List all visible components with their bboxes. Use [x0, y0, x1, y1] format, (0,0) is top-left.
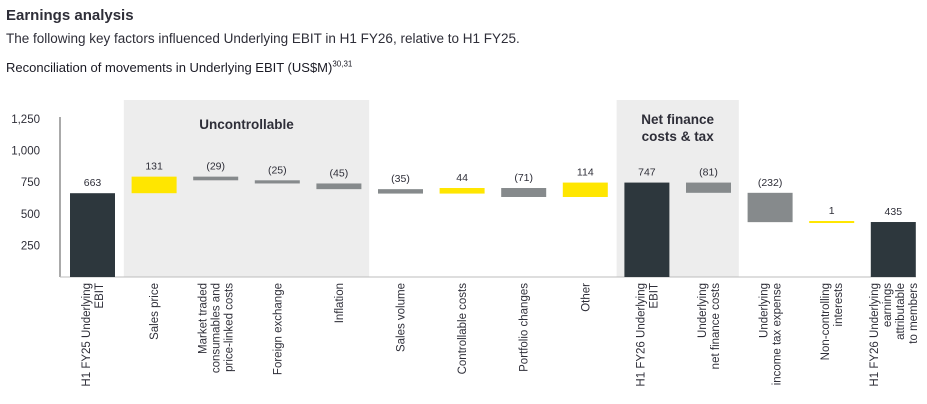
y-tick-label: 250: [21, 240, 40, 252]
category-label-line: to members: [908, 283, 920, 344]
waterfall-bar: [439, 188, 485, 194]
category-label-line: Portfolio changes: [519, 283, 531, 372]
bar-value-label: 44: [456, 172, 468, 184]
category-label-line: income tax expense: [772, 283, 784, 385]
category-label-line: net finance costs: [710, 283, 722, 370]
category-label-line: Non-controlling: [820, 283, 832, 360]
category-label: Foreign exchange: [272, 283, 284, 375]
waterfall-bar: [193, 176, 239, 181]
category-label: H1 FY26 UnderlyingEBIT: [635, 283, 660, 387]
waterfall-bar: [378, 189, 423, 194]
category-label-line: H1 FY26 Underlying: [869, 283, 881, 387]
category-label-line: EBIT: [94, 283, 106, 309]
category-label-line: Other: [580, 283, 592, 312]
bar-value-label: 663: [84, 177, 102, 189]
waterfall-bar: [562, 182, 608, 197]
y-tick-label: 1,000: [11, 146, 40, 158]
category-label: Sales price: [149, 283, 161, 340]
band-label: costs & tax: [642, 129, 715, 144]
category-label-line: earnings: [882, 283, 894, 327]
chart-title-footnote: 30,31: [332, 59, 353, 69]
category-label: Controllable costs: [457, 283, 469, 375]
category-label: H1 FY26 Underlyingearningsattributableto…: [869, 283, 920, 387]
category-label-line: Foreign exchange: [272, 283, 284, 375]
waterfall-bar: [316, 183, 362, 190]
y-tick-label: 750: [21, 177, 40, 189]
category-label-line: Inflation: [334, 283, 346, 323]
category-label: Sales volume: [396, 283, 408, 352]
bar-value-label: 747: [638, 167, 656, 179]
category-label-line: EBIT: [648, 283, 660, 309]
waterfall-bar: [686, 182, 731, 193]
bar-value-label: (35): [391, 173, 410, 185]
y-tick-label: 500: [21, 209, 40, 221]
category-label: Portfolio changes: [519, 283, 531, 372]
chart-title: Reconciliation of movements in Underlyin…: [6, 60, 352, 75]
page-subtitle: The following key factors influenced Und…: [6, 31, 520, 46]
chart-title-text: Reconciliation of movements in Underlyin…: [6, 60, 333, 75]
waterfall-bar: [70, 193, 115, 277]
bar-value-label: (29): [206, 161, 225, 173]
category-label: H1 FY25 UnderlyingEBIT: [81, 283, 106, 387]
y-tick-label: 1,250: [11, 114, 40, 126]
bar-value-label: (81): [699, 167, 718, 179]
category-label-line: Sales volume: [396, 283, 408, 352]
band-label: Net finance: [641, 112, 714, 127]
category-label-line: H1 FY25 Underlying: [81, 283, 93, 387]
category-label-line: Underlying: [697, 283, 709, 338]
category-label-line: Underlying: [759, 283, 771, 338]
category-label: Underlyingincome tax expense: [759, 283, 784, 385]
category-label-line: H1 FY26 Underlying: [635, 283, 647, 387]
bar-value-label: (45): [330, 167, 349, 179]
category-label-line: interests: [833, 283, 845, 327]
page-heading: Earnings analysis: [6, 7, 134, 24]
category-label-line: Sales price: [149, 283, 161, 340]
category-label: Non-controllinginterests: [820, 283, 845, 361]
waterfall-bar: [624, 182, 670, 277]
bar-value-label: 114: [577, 167, 594, 179]
bar-value-label: 131: [145, 161, 163, 173]
waterfall-bar: [131, 176, 177, 194]
waterfall-bar: [747, 192, 793, 223]
bar-value-label: 435: [885, 206, 903, 218]
bar-value-label: (71): [514, 172, 533, 184]
category-label-line: attributable: [895, 283, 907, 340]
category-label: Underlyingnet finance costs: [697, 283, 722, 370]
category-label: Market tradedconsumables andprice-linked…: [198, 283, 236, 373]
waterfall-bar: [809, 221, 855, 224]
category-label-line: consumables and: [211, 283, 223, 373]
category-label: Other: [580, 283, 592, 312]
band-label: Uncontrollable: [199, 117, 294, 132]
category-label: Inflation: [334, 283, 346, 323]
category-label-line: Market traded: [198, 283, 210, 354]
waterfall-bar: [254, 180, 300, 184]
category-label-line: price-linked costs: [224, 283, 236, 372]
bar-value-label: (232): [758, 177, 783, 189]
waterfall-bar: [870, 222, 916, 277]
waterfall-bar: [501, 188, 547, 197]
bar-value-label: (25): [268, 164, 287, 176]
category-label-line: Controllable costs: [457, 283, 469, 375]
bar-value-label: 1: [829, 205, 835, 217]
